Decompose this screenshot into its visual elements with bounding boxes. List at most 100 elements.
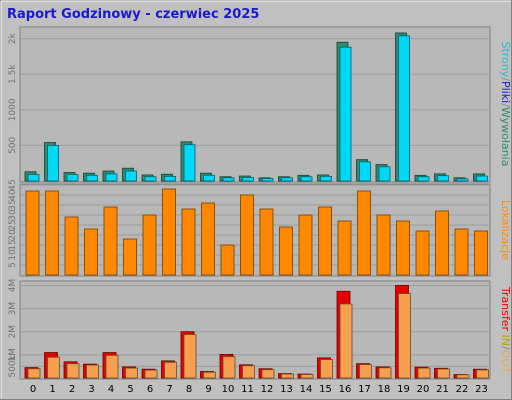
y-tick-transfer-0: 500k xyxy=(8,354,18,377)
x-tick-1: 1 xyxy=(49,384,55,395)
y-tick-locations-0: 5 xyxy=(8,262,18,268)
x-tick-5: 5 xyxy=(127,384,133,395)
bar-pliki-16 xyxy=(339,46,352,182)
bar-pliki-4 xyxy=(105,173,118,182)
y-tick-transfer-3: 3M xyxy=(8,302,18,316)
bar-lokalizacje-2 xyxy=(64,216,79,276)
x-tick-21: 21 xyxy=(436,384,449,395)
legend-in: IN xyxy=(499,331,512,346)
x-tick-17: 17 xyxy=(358,384,371,395)
x-tick-22: 22 xyxy=(456,384,469,395)
x-tick-12: 12 xyxy=(261,384,274,395)
bar-lokalizacje-0 xyxy=(25,190,40,276)
chart-title: Raport Godzinowy - czerwiec 2025 xyxy=(7,7,259,22)
bar-pliki-12 xyxy=(261,178,274,182)
bar-pliki-6 xyxy=(144,176,157,182)
y-tick-locations-6: 35 xyxy=(8,199,18,210)
x-tick-8: 8 xyxy=(186,384,192,395)
bar-pliki-7 xyxy=(164,175,176,182)
bar-transfer-out-6 xyxy=(144,369,158,379)
bar-lokalizacje-10 xyxy=(220,244,235,276)
bar-transfer-out-9 xyxy=(203,371,216,379)
x-tick-15: 15 xyxy=(319,384,332,395)
bar-transfer-out-14 xyxy=(300,374,314,379)
bar-transfer-out-3 xyxy=(86,364,99,379)
y-tick-locations-8: 45 xyxy=(8,179,18,190)
bar-lokalizacje-9 xyxy=(201,202,215,276)
bar-transfer-out-2 xyxy=(66,363,80,379)
bar-transfer-out-7 xyxy=(164,361,177,379)
bar-lokalizacje-17 xyxy=(357,190,371,276)
bar-pliki-3 xyxy=(86,174,98,182)
y-tick-locations-5: 30 xyxy=(8,209,18,221)
legend-transfer-word: Transfer xyxy=(499,286,512,332)
y-tick-locations-4: 25 xyxy=(8,219,18,230)
bar-lokalizacje-4 xyxy=(103,206,118,276)
x-tick-10: 10 xyxy=(222,384,235,395)
x-tick-9: 9 xyxy=(205,384,211,395)
x-tick-11: 11 xyxy=(241,384,254,395)
x-tick-19: 19 xyxy=(397,384,410,395)
legend-out: OUT xyxy=(499,350,512,374)
bar-pliki-0 xyxy=(27,174,40,182)
bar-transfer-out-17 xyxy=(359,364,372,379)
bar-pliki-22 xyxy=(456,178,469,182)
x-tick-16: 16 xyxy=(339,384,352,395)
bar-transfer-out-21 xyxy=(437,368,450,379)
bar-pliki-13 xyxy=(281,177,293,182)
bar-lokalizacje-23 xyxy=(474,230,488,276)
bar-pliki-1 xyxy=(47,145,59,182)
bar-transfer-out-18 xyxy=(378,367,392,379)
legend-pliki: Pliki xyxy=(499,81,512,103)
bar-transfer-out-15 xyxy=(320,359,333,379)
bar-lokalizacje-11 xyxy=(240,194,254,276)
bar-lokalizacje-19 xyxy=(396,220,410,276)
bar-transfer-out-22 xyxy=(456,374,470,379)
y-tick-locations-2: 15 xyxy=(8,239,18,250)
y-tick-locations-1: 10 xyxy=(8,249,18,261)
x-tick-20: 20 xyxy=(417,384,430,395)
y-tick-transfer-4: 4M xyxy=(8,279,18,293)
bar-transfer-out-5 xyxy=(125,367,138,379)
x-tick-2: 2 xyxy=(69,384,75,395)
x-tick-0: 0 xyxy=(30,384,36,395)
bar-pliki-17 xyxy=(359,161,371,182)
panel-locations xyxy=(19,183,491,277)
x-tick-13: 13 xyxy=(280,384,293,395)
bar-pliki-5 xyxy=(125,170,137,182)
bar-pliki-10 xyxy=(222,177,235,182)
y-tick-hits-0: 500 xyxy=(8,137,18,154)
panel-transfer xyxy=(19,280,491,380)
y-tick-hits-3: 2k xyxy=(8,32,18,44)
x-tick-6: 6 xyxy=(147,384,153,395)
legend-sep-2: / xyxy=(499,103,512,107)
bar-pliki-20 xyxy=(417,176,430,182)
legend-strony: Strony xyxy=(499,42,512,78)
panel-hits xyxy=(19,26,491,183)
bar-pliki-21 xyxy=(437,175,449,182)
y-tick-hits-1: 1000 xyxy=(8,98,18,121)
bar-lokalizacje-21 xyxy=(435,210,449,276)
x-tick-4: 4 xyxy=(108,384,114,395)
bar-lokalizacje-16 xyxy=(337,220,352,276)
bar-transfer-out-4 xyxy=(105,354,119,379)
bar-pliki-9 xyxy=(203,174,215,182)
legend-sep-1: / xyxy=(499,77,512,81)
legend-sep-3: / xyxy=(499,346,512,350)
bar-lokalizacje-3 xyxy=(84,228,98,276)
bar-transfer-out-19 xyxy=(398,293,411,379)
legend-transfer: Transfer IN/OUT xyxy=(499,286,512,374)
bars-layer xyxy=(24,32,489,379)
legend-locations: Lokalizacje xyxy=(499,200,512,260)
y-tick-transfer-1: 1M xyxy=(8,348,18,362)
bar-pliki-19 xyxy=(398,35,410,182)
legend-wywolania: Wywołania xyxy=(499,107,512,167)
bar-transfer-out-1 xyxy=(47,356,60,379)
bar-transfer-out-11 xyxy=(242,365,255,379)
bar-pliki-8 xyxy=(183,144,196,182)
bar-pliki-11 xyxy=(242,177,254,182)
y-tick-locations-7: 40 xyxy=(8,189,18,201)
bar-transfer-out-23 xyxy=(476,369,489,379)
